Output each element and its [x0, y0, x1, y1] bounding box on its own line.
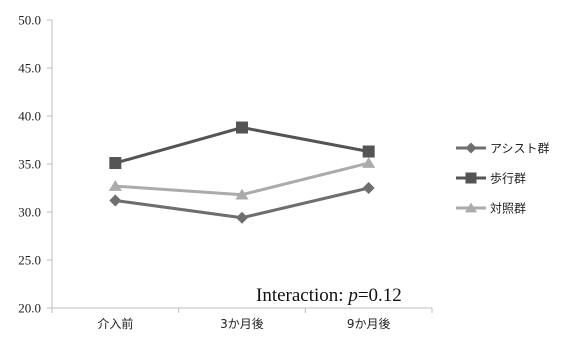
chart-axes [51, 20, 432, 309]
triangle-marker [108, 180, 122, 191]
legend-label: アシスト群 [490, 142, 550, 156]
annotation-prefix: Interaction: [256, 285, 348, 306]
diamond-marker [236, 211, 248, 224]
y-axis-ticks: 20.0 25.0 30.0 35.0 40.0 45.0 50.0 [18, 13, 52, 316]
x-category-label: 3か月後 [220, 317, 264, 331]
interaction-annotation: Interaction: p=0.12 [256, 285, 402, 306]
triangle-marker [464, 202, 478, 213]
y-tick-label: 25.0 [18, 253, 41, 268]
y-tick-label: 45.0 [18, 61, 41, 76]
square-marker [109, 157, 122, 170]
y-tick-label: 30.0 [18, 205, 41, 220]
triangle-marker [235, 188, 249, 200]
x-axis-ticks: 介入前 3か月後 9か月後 [51, 308, 433, 331]
x-category-label: 9か月後 [347, 317, 391, 331]
y-tick-label: 20.0 [18, 301, 41, 316]
series-layer [108, 121, 376, 224]
series-diamond [109, 182, 375, 224]
y-tick-label: 40.0 [18, 109, 41, 124]
annotation-variable: p [346, 285, 358, 306]
series-triangle [108, 157, 376, 200]
y-tick-label: 35.0 [18, 157, 41, 172]
diamond-marker [109, 194, 122, 207]
legend-label: 対照群 [490, 202, 526, 216]
square-marker [465, 172, 477, 184]
square-marker [236, 121, 248, 134]
annotation-suffix: =0.12 [358, 285, 402, 306]
square-marker [362, 145, 375, 158]
diamond-marker [362, 182, 375, 194]
legend-label: 歩行群 [490, 171, 526, 186]
diamond-marker [465, 142, 477, 154]
triangle-marker [362, 157, 376, 168]
y-tick-label: 50.0 [18, 13, 41, 28]
x-category-label: 介入前 [97, 316, 133, 331]
series-square [109, 121, 375, 170]
